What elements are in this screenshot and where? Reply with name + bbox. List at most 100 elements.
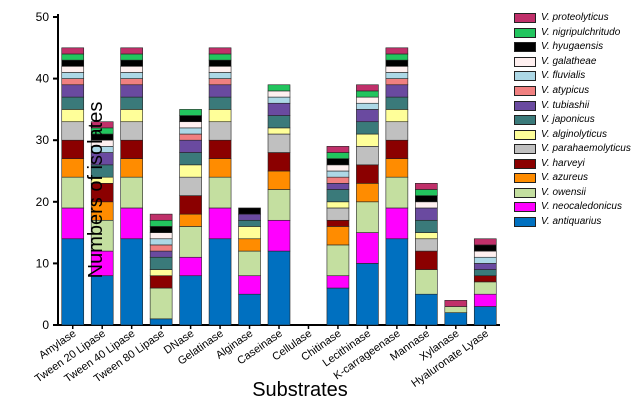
bar-segment [208,65,232,73]
bar-stack [385,47,409,326]
legend-item: V. harveyi [514,156,631,171]
bar-segment [90,121,114,129]
bar-segment [267,90,291,98]
legend-item: V. proteolyticus [514,11,631,26]
bar-stack [149,213,173,326]
bar-segment [356,109,379,123]
bar-segment [415,195,438,203]
bar-segment [326,164,350,172]
bar-segment [415,293,438,326]
legend-item: V. neocaledonicus [514,200,631,215]
legend-label: V. japonicus [541,114,595,126]
bar-segment [473,269,497,277]
bar-segment [326,226,350,246]
bar-segment [385,65,409,73]
bar-segment [326,152,350,159]
bar-segment [208,207,232,240]
bar-segment [179,127,202,135]
bar-stack [267,84,291,326]
bar-segment [238,250,261,277]
bar-segment [385,109,409,123]
bar-segment [120,96,143,110]
bar-segment [267,152,291,172]
bar-segment [179,226,202,258]
bar-segment [356,263,379,326]
bar-segment [415,183,438,190]
legend-swatch [514,144,536,155]
bar-segment [473,293,497,307]
legend-label: V. parahaemolyticus [541,143,631,155]
legend-item: V. atypicus [514,84,631,99]
bar-segment [120,207,143,240]
bar-segment [238,226,261,240]
y-tick-label: 0 [42,318,49,332]
bar-segment [415,250,438,270]
bar-segment [326,189,350,203]
bar-segment [120,84,143,98]
bar-segment [356,232,379,264]
bar-segment [208,72,232,79]
legend-label: V. fluvialis [541,70,586,82]
bar-segment [267,219,291,252]
bar-segment [473,306,497,326]
legend-swatch [514,13,536,24]
bar-segment [356,84,379,92]
legend-item: V. alginolyticus [514,127,631,142]
bar-segment [61,53,85,61]
legend-swatch [514,202,536,213]
bar-segment [208,47,232,55]
bar-segment [356,164,379,184]
bar-segment [208,59,232,67]
bar-segment [267,250,291,326]
legend-item: V. owensii [514,186,631,201]
bar-stack [238,207,261,326]
bar-segment [179,133,202,141]
bar-segment [61,238,85,326]
bar-segment [326,275,350,289]
bar-segment [149,232,173,240]
legend: V. proteolyticus V. nigripulchritudo V. hy… [514,11,631,229]
bar-segment [149,213,173,221]
bar-segment [415,201,438,209]
bar-stack [90,121,114,326]
legend-swatch [514,100,536,111]
bar-segment [149,226,173,233]
bar-segment [356,102,379,110]
bar-segment [267,170,291,190]
bar-segment [61,207,85,240]
bar-segment [149,250,173,258]
bar-segment [208,158,232,178]
bar-segment [326,201,350,209]
bar-segment [61,121,85,141]
bar-segment [149,238,173,246]
bar-segment [149,318,173,326]
legend-swatch [514,115,536,126]
legend-swatch [514,158,536,169]
legend-swatch [514,71,536,82]
y-tick-label: 20 [36,195,50,209]
legend-label: V. hyugaensis [541,41,604,53]
bar-segment [444,312,468,326]
bar-segment [415,238,438,252]
legend-item: V. tubiashii [514,98,631,113]
y-tick-label: 10 [36,256,50,270]
bar-segment [326,146,350,153]
bar-segment [444,306,468,313]
bar-segment [238,275,261,295]
bar-segment [267,127,291,135]
legend-label: V. nigripulchritudo [541,26,621,38]
bar-segment [120,158,143,178]
bar-segment [385,84,409,98]
bar-segment [208,176,232,209]
bar-segment [473,250,497,258]
bar-segment [356,201,379,233]
bar-segment [473,256,497,264]
bar-segment [179,213,202,227]
bar-segment [356,133,379,147]
legend-item: V. fluvialis [514,69,631,84]
bar-segment [120,72,143,79]
bar-segment [179,115,202,123]
bar-segment [208,109,232,123]
legend-item: V. japonicus [514,113,631,128]
legend-item: V. azureus [514,171,631,186]
